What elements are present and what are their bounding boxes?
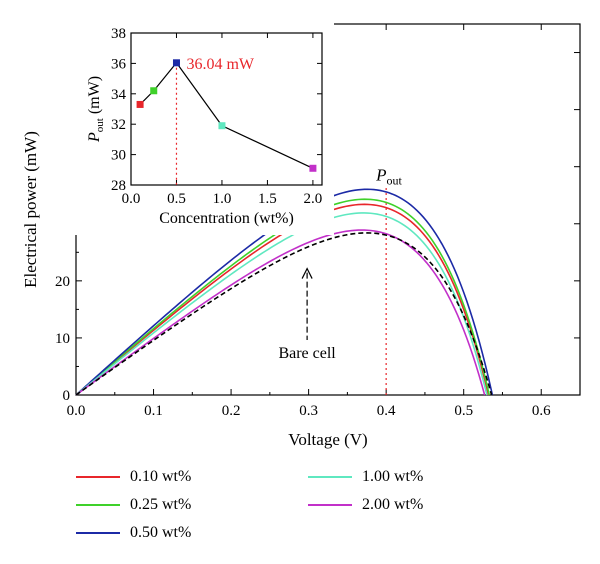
legend-entry-4: 2.00 wt% — [308, 494, 423, 516]
inset-point-3 — [218, 122, 226, 130]
inset-y-tick-label: 30 — [111, 148, 126, 164]
inset-y-label-sub: out — [94, 118, 106, 132]
legend-swatch-1 — [76, 504, 120, 506]
inset-point-1 — [150, 87, 158, 95]
x-tick-label: 0.4 — [377, 403, 396, 419]
inset-y-tick-label: 28 — [111, 178, 126, 194]
pout-label: Pout — [375, 165, 402, 187]
legend-swatch-2 — [76, 532, 120, 534]
power-voltage-chart: 0.00.10.20.30.40.50.60102030405060Voltag… — [21, 23, 581, 449]
inset-x-tick-label: 0.0 — [122, 191, 141, 207]
inset-y-tick-label: 34 — [111, 87, 127, 103]
x-tick-label: 0.0 — [67, 403, 86, 419]
inset-point-4 — [309, 164, 317, 172]
inset-y-label-main: P — [86, 132, 103, 143]
inset-y-tick-label: 38 — [111, 26, 126, 42]
legend: 0.10 wt% 0.25 wt% 0.50 wt% 1.00 wt% 2.00… — [76, 466, 496, 550]
inset-point-2 — [172, 59, 180, 67]
x-axis-label: Voltage (V) — [288, 430, 367, 449]
inset-background — [55, 23, 334, 235]
inset-x-tick-label: 1.0 — [213, 191, 232, 207]
x-tick-label: 0.6 — [532, 403, 551, 419]
inset-x-tick-label: 0.5 — [167, 191, 186, 207]
inset-y-axis-label: Pout (mW) — [86, 76, 106, 143]
pout-label-sub: out — [387, 173, 403, 187]
series-line-bare-cell — [75, 232, 493, 396]
series-line-1-00-wt- — [75, 212, 488, 396]
x-tick-label: 0.2 — [222, 403, 241, 419]
legend-swatch-3 — [308, 476, 352, 478]
inset-frame — [130, 32, 323, 186]
inset-x-tick-label: 2.0 — [304, 191, 323, 207]
inset-plot: 0.0 0.5 1.0 1.5 2.0 28 30 32 34 36 38 Concentration… — [55, 23, 334, 235]
legend-label-4: 2.00 wt% — [362, 496, 424, 513]
inset-y-tick-label: 36 — [111, 56, 127, 72]
legend-swatch-0 — [76, 476, 120, 478]
y-tick-label: 10 — [55, 331, 70, 347]
bare-cell-arrow-head — [301, 267, 313, 279]
x-tick-label: 0.1 — [144, 403, 163, 419]
legend-entry-0: 0.10 wt% — [76, 466, 191, 488]
inset-y-label-unit: (mW) — [86, 76, 103, 118]
y-tick-label: 0 — [63, 388, 71, 404]
legend-entry-2: 0.50 wt% — [76, 522, 191, 544]
y-tick-label: 20 — [55, 274, 70, 290]
inset-peak-label: 36.04 mW — [186, 56, 254, 73]
legend-entry-1: 0.25 wt% — [76, 494, 191, 516]
y-axis-label: Electrical power (mW) — [21, 131, 40, 288]
legend-label-3: 1.00 wt% — [362, 468, 424, 485]
inset-x-axis-label: Concentration (wt%) — [159, 210, 294, 227]
inset-point-0 — [136, 100, 144, 108]
legend-label-1: 0.25 wt% — [130, 496, 192, 513]
series-line-2-00-wt- — [75, 229, 486, 396]
bare-cell-label: Bare cell — [278, 345, 336, 362]
inset-x-tick-label: 1.5 — [258, 191, 277, 207]
x-tick-label: 0.3 — [299, 403, 318, 419]
inset-y-tick-label: 32 — [111, 117, 126, 133]
legend-entry-3: 1.00 wt% — [308, 466, 423, 488]
legend-label-2: 0.50 wt% — [130, 524, 192, 541]
legend-swatch-4 — [308, 504, 352, 506]
legend-label-0: 0.10 wt% — [130, 468, 192, 485]
x-tick-label: 0.5 — [454, 403, 473, 419]
